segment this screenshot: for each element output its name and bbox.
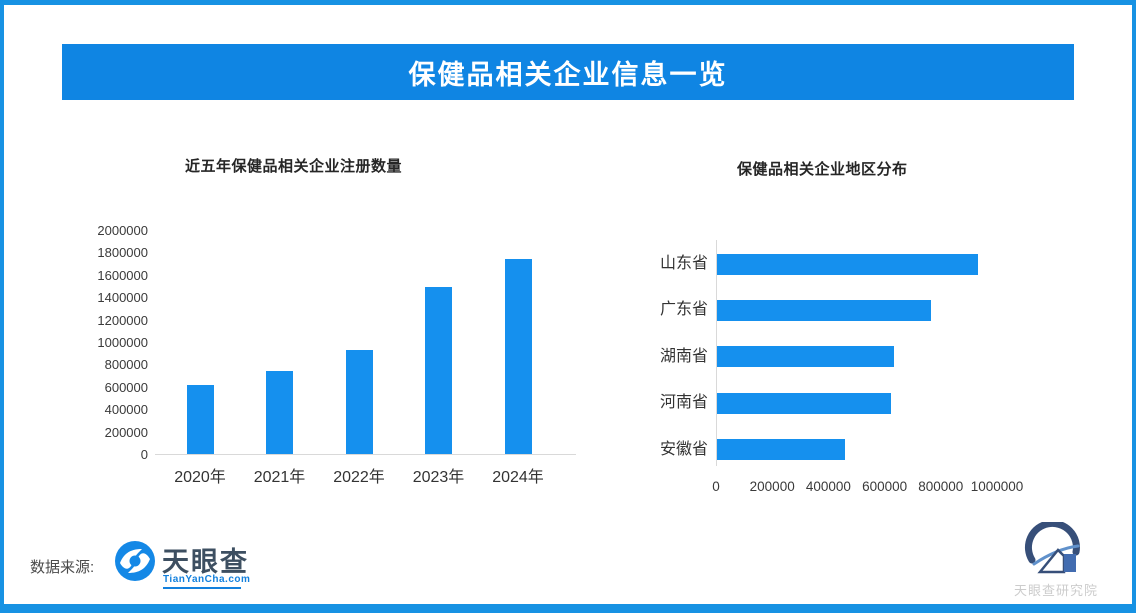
brand-domain: TianYanCha.com: [163, 574, 251, 585]
bottom-border: [0, 604, 1136, 613]
y-axis-tick: 1000000: [97, 335, 148, 350]
x-axis-tick: 800000: [918, 479, 964, 494]
x-axis-label: 2023年: [412, 469, 465, 486]
bar-2020年: [186, 385, 214, 454]
y-axis-tick: 1600000: [97, 267, 148, 283]
y-axis-tick: 600000: [104, 379, 148, 395]
x-axis-label: 2021年: [253, 469, 306, 486]
bar-山东省: [717, 253, 978, 275]
y-axis-tick: 200000: [104, 424, 148, 440]
registration-chart: 近五年保健品相关企业注册数量 2000000 1800000 1600000 1400…: [90, 150, 590, 510]
bar-2024年: [504, 259, 532, 454]
bar-广东省: [717, 299, 931, 321]
y-axis-tick: 800000: [104, 357, 148, 373]
bar-安徽省: [717, 439, 845, 461]
category-label: 安徽省: [659, 440, 708, 458]
top-border: [0, 0, 1136, 5]
watermark: 天眼查研究院: [998, 520, 1114, 600]
left-border: [0, 0, 4, 613]
y-axis-tick: 400000: [104, 402, 148, 418]
region-chart: 保健品相关企业地区分布 山东省广东省湖南省河南省安徽省 0 200000 400000…: [640, 148, 1080, 513]
bar-2022年: [345, 350, 373, 454]
x-axis-tick: 1000000: [970, 479, 1024, 494]
x-axis-tick: 0: [712, 479, 720, 494]
category-label: 山东省: [659, 255, 708, 272]
x-axis-label: 2022年: [333, 469, 385, 486]
y-axis-tick: 1800000: [97, 245, 148, 261]
brand-name: 天眼查: [162, 547, 249, 577]
x-axis-label: 2024年: [492, 469, 544, 486]
region-chart-title: 保健品相关企业地区分布: [737, 161, 908, 178]
region-chart-axis: [716, 240, 717, 466]
category-label: 河南省: [659, 394, 708, 412]
watermark-text: 天眼查研究院: [1013, 583, 1098, 598]
y-axis-tick: 1400000: [97, 290, 148, 306]
y-axis-tick: 1200000: [97, 312, 148, 328]
tianyancha-eye-icon: [115, 541, 155, 581]
x-axis-tick: 400000: [805, 479, 851, 494]
category-label: 湖南省: [659, 347, 708, 365]
bar-2021年: [266, 371, 293, 454]
bar-湖南省: [717, 346, 894, 368]
category-label: 广东省: [659, 301, 708, 319]
y-axis-tick: 2000000: [97, 223, 148, 238]
header-banner: 保健品相关企业信息一览: [62, 44, 1074, 100]
x-axis-label: 2020年: [174, 469, 226, 486]
x-axis-tick: 200000: [749, 479, 795, 494]
bar-河南省: [717, 392, 891, 414]
registration-chart-title: 近五年保健品相关企业注册数量: [185, 158, 403, 175]
registration-chart-plot: [155, 231, 576, 455]
source-label: 数据来源:: [30, 559, 95, 576]
brand-underline: [163, 587, 241, 589]
watermark-logo-icon: [1024, 522, 1080, 574]
right-border: [1132, 0, 1136, 613]
page-title: 保健品相关企业信息一览: [408, 59, 728, 90]
x-axis-tick: 600000: [862, 479, 908, 494]
bar-2023年: [425, 287, 452, 454]
y-axis-tick: 0: [140, 447, 148, 462]
